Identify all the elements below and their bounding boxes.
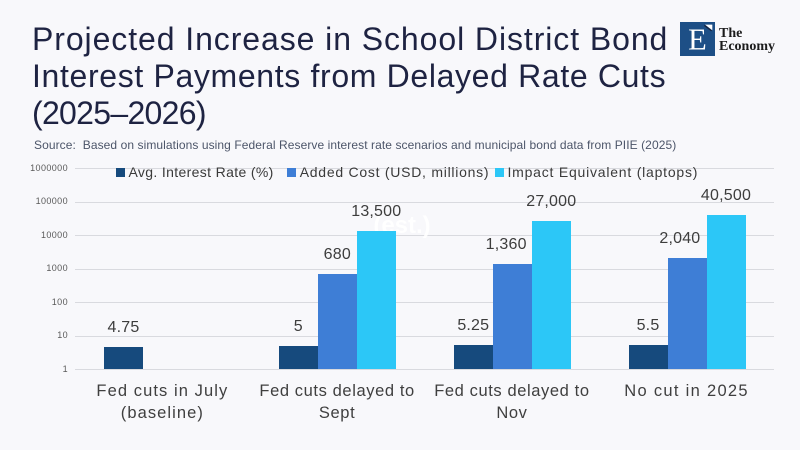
svg-text:E: E <box>688 23 707 56</box>
